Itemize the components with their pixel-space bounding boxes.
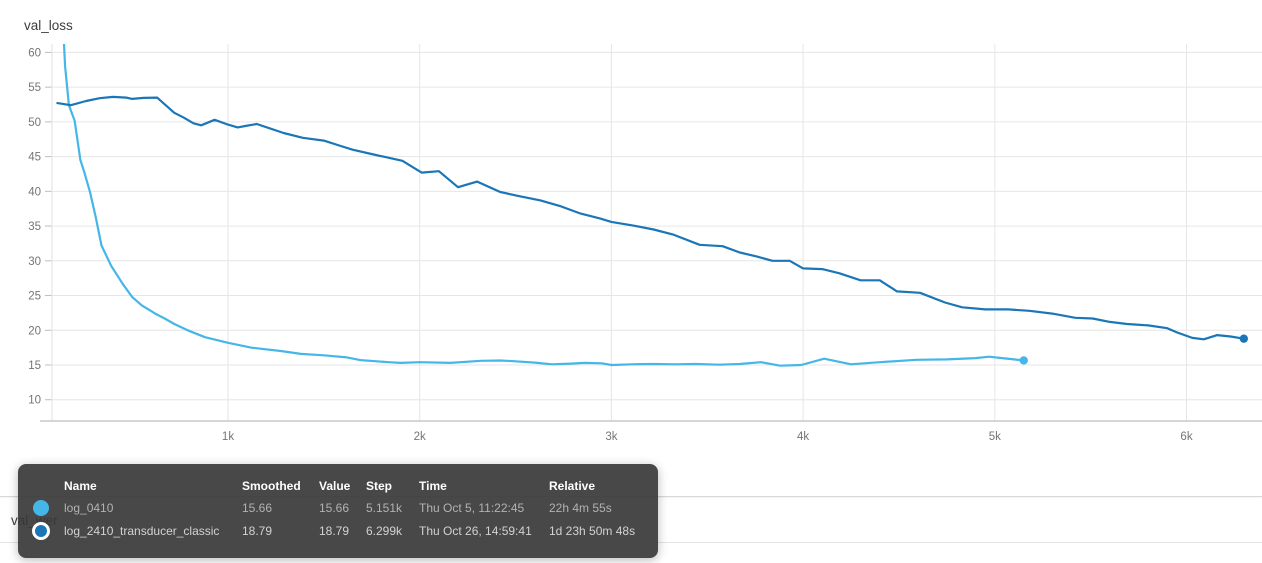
x-tick-label: 3k [605, 431, 617, 443]
y-tick-label: 25 [28, 291, 41, 303]
y-tick-label: 60 [28, 47, 41, 59]
run-swatch-cell [18, 521, 64, 540]
run-step: 6.299k [366, 523, 403, 538]
run-step: 5.151k [366, 500, 403, 515]
y-tick-label: 45 [28, 152, 41, 164]
tooltip-run-row: log_0410 15.66 15.66 5.151k Thu Oct 5, 1… [18, 496, 658, 519]
run-value: 15.66 [319, 500, 350, 515]
y-tick-label: 40 [28, 186, 41, 198]
run-smoothed: 18.79 [242, 523, 273, 538]
tooltip-header-row: Name Smoothed Value Step Time Relative [18, 475, 658, 496]
run-relative: 22h 4m 55s [549, 500, 612, 515]
tooltip-run-row: log_2410_transducer_classic 18.79 18.79 … [18, 519, 658, 542]
series-end-dot-log_0410 [1019, 356, 1028, 365]
x-tick-label: 4k [797, 431, 809, 443]
x-tick-label: 5k [989, 431, 1001, 443]
y-tick-label: 20 [28, 325, 41, 337]
run-color-swatch-filled [33, 499, 49, 516]
y-tick-label: 35 [28, 221, 41, 233]
series-line-log_2410_transducer_classic [56, 95, 1245, 341]
tooltip-col-name: Name [64, 478, 97, 493]
y-tick-label: 55 [28, 82, 41, 94]
x-tick-label: 1k [222, 431, 234, 443]
series-end-dot-log_2410_transducer_classic [1239, 334, 1249, 343]
run-value: 18.79 [319, 523, 350, 538]
run-relative: 1d 23h 50m 48s [549, 523, 636, 538]
run-name: log_0410 [64, 500, 114, 515]
run-time: Thu Oct 5, 11:22:45 [419, 500, 525, 515]
chart-hover-tooltip: Name Smoothed Value Step Time Relative l… [18, 464, 658, 558]
run-name: log_2410_transducer_classic [64, 523, 220, 538]
tooltip-col-time: Time [419, 478, 447, 493]
y-tick-label: 15 [28, 360, 41, 372]
x-tick-label: 6k [1180, 431, 1192, 443]
val-loss-line-chart[interactable]: 60 55 50 45 40 35 30 25 20 15 10 1k 2k 3k 4k 5k 6k [0, 0, 1262, 445]
series-line-log_0410 [62, 44, 1025, 367]
y-tick-label: 50 [28, 117, 41, 129]
tooltip-col-value: Value [319, 478, 351, 493]
run-smoothed: 15.66 [242, 500, 273, 515]
tooltip-col-smoothed: Smoothed [242, 478, 301, 493]
run-color-swatch-ring [32, 521, 50, 540]
y-tick-label: 10 [28, 395, 41, 407]
run-time: Thu Oct 26, 14:59:41 [419, 523, 532, 538]
run-swatch-cell [18, 499, 64, 516]
chart-title: val_loss [24, 18, 73, 33]
y-tick-label: 30 [28, 256, 41, 268]
tooltip-col-step: Step [366, 478, 393, 493]
tooltip-col-relative: Relative [549, 478, 596, 493]
x-tick-label: 2k [414, 431, 426, 443]
